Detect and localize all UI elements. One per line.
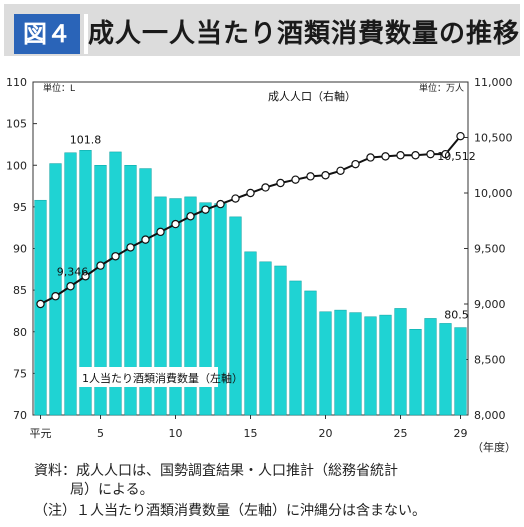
bar [289, 280, 302, 416]
x-axis-tick-label: 25 [394, 427, 408, 440]
population-point [111, 252, 120, 261]
bar [274, 265, 287, 416]
bar [454, 327, 467, 416]
population-point [171, 219, 180, 229]
left-axis-tick-label: 85 [13, 284, 27, 297]
population-point [396, 151, 405, 160]
line-series-label: 成人人口（右軸） [268, 89, 356, 103]
bar [244, 251, 257, 416]
left-axis-tick-label: 110 [6, 76, 27, 89]
population-point [366, 153, 375, 162]
population-point [276, 178, 285, 188]
bar [199, 202, 212, 416]
population-point [216, 199, 225, 209]
data-label: 9,346 [57, 266, 89, 279]
bar [109, 151, 122, 416]
population-point [186, 212, 195, 221]
right-axis-unit: 単位：万人 [419, 82, 464, 94]
bar [334, 309, 347, 416]
left-axis-tick-label: 70 [13, 409, 27, 422]
bar [304, 290, 317, 416]
population-point [66, 282, 75, 291]
bar [319, 311, 332, 416]
bar [49, 163, 62, 416]
population-point [306, 172, 315, 181]
bar [229, 216, 242, 416]
population-point [456, 131, 465, 141]
x-axis-unit: （年度） [472, 440, 516, 454]
bar [424, 318, 437, 416]
bar [154, 196, 167, 416]
x-axis-tick-label: 5 [97, 427, 104, 440]
left-axis-tick-label: 80 [13, 326, 27, 339]
right-axis-tick-label: 10,500 [474, 132, 513, 145]
population-point [426, 149, 435, 159]
left-axis-tick-label: 75 [13, 367, 27, 380]
title-divider [84, 14, 88, 54]
bar [184, 196, 197, 416]
bar [364, 316, 377, 416]
right-axis-tick-label: 8,500 [474, 354, 506, 367]
figure-label: 図４ [14, 14, 80, 54]
population-point [81, 272, 90, 281]
bar-series-label: 1人当たり酒類消費数量（左軸） [82, 371, 243, 385]
x-axis-tick-label: 15 [244, 427, 258, 440]
bar [394, 308, 407, 416]
title-banner [4, 4, 520, 56]
left-axis-tick-label: 90 [13, 243, 27, 256]
source-note: 資料：成人人口は、国勢調査結果・人口推計（総務省統計 [34, 463, 398, 479]
x-axis-tick-label: 10 [169, 427, 183, 440]
bar [379, 314, 392, 416]
x-axis-tick-label: 29 [454, 427, 468, 440]
population-point [381, 152, 390, 161]
right-axis-tick-label: 10,000 [474, 187, 513, 200]
bar [139, 168, 152, 416]
right-axis-tick-label: 9,500 [474, 243, 506, 256]
population-point [126, 243, 135, 252]
bar [409, 329, 422, 416]
source-note-cont: 局）による。 [70, 482, 154, 498]
data-label: 101.8 [70, 133, 102, 146]
left-axis-tick-label: 95 [13, 201, 27, 214]
left-axis-tick-label: 105 [6, 118, 27, 131]
population-point [36, 299, 45, 309]
data-label: 80.5 [444, 309, 469, 322]
bar [259, 261, 272, 416]
population-point [441, 149, 450, 159]
population-point [96, 261, 105, 270]
left-axis-unit: 単位：L [43, 82, 75, 94]
bar [124, 165, 137, 416]
population-point [141, 235, 150, 244]
chart-title: 成人一人当たり酒類消費数量の推移 [88, 19, 521, 49]
data-label: 10,512 [437, 150, 476, 163]
footnote: （注）１人当たり酒類消費数量（左軸）に沖縄分は含まない。 [34, 503, 426, 519]
population-point [246, 188, 255, 198]
population-point [231, 194, 240, 203]
population-point [261, 183, 270, 192]
right-axis-tick-label: 8,000 [474, 409, 506, 422]
population-point [156, 227, 165, 237]
bar [349, 312, 362, 416]
population-point [291, 175, 300, 184]
left-axis-tick-label: 100 [6, 159, 27, 172]
right-axis-tick-label: 11,000 [474, 76, 513, 89]
x-axis-tick-label: 平元 [30, 427, 52, 440]
bar [439, 323, 452, 416]
x-axis-tick-label: 20 [319, 427, 333, 440]
population-point [411, 151, 420, 160]
population-point [351, 159, 360, 169]
bar-series-label-bg [78, 367, 218, 387]
population-point [51, 292, 60, 301]
population-point [336, 166, 345, 175]
population-point [201, 205, 210, 214]
bar [79, 150, 92, 416]
right-axis-tick-label: 9,000 [474, 298, 506, 311]
population-point [321, 171, 330, 180]
